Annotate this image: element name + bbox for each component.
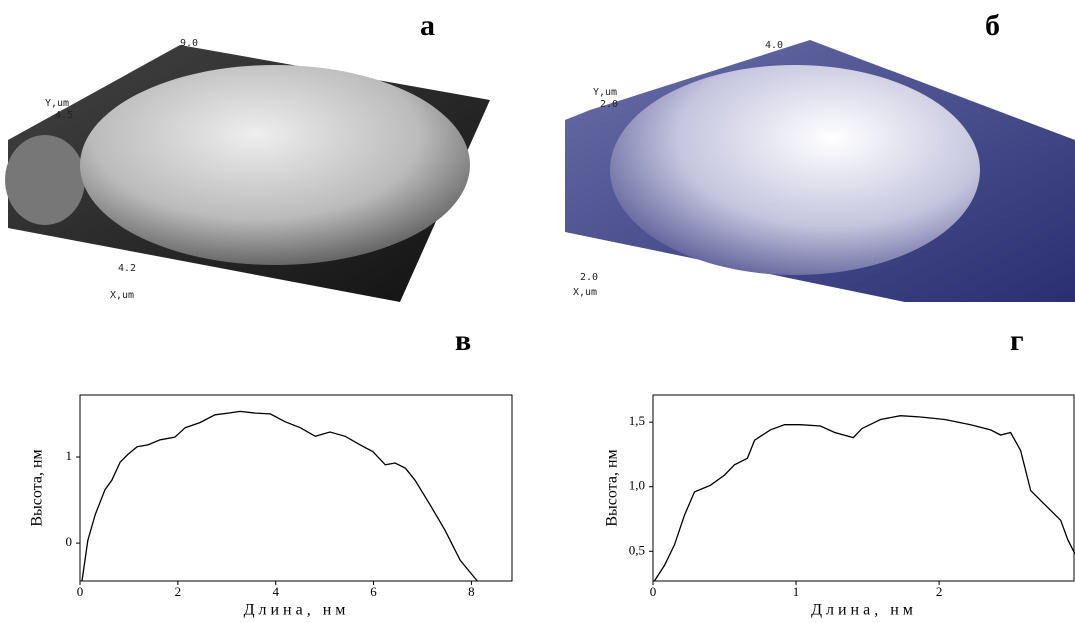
x-tick-label: 1 [793,584,800,599]
panel-label: а [420,9,435,42]
plot-frame [652,394,1075,582]
axis-value: 2.0 [600,99,618,110]
x-axis-label: Длина, нм [811,602,917,619]
y-tick-label: 1,5 [629,413,645,428]
axis-value: 4.2 [118,263,136,274]
panel-label: б [985,9,1000,42]
afm-image-b [565,40,1075,302]
y-tick-label: 1,0 [629,478,645,493]
panel-label: в [455,324,471,357]
y-tick-label: 0 [66,534,73,549]
axis-value: 4.5 [55,110,73,121]
axis-name: X,um [573,287,597,298]
x-tick-label: 2 [175,584,182,599]
y-axis-label: Высота, нм [29,449,46,526]
panel-label: г [1010,324,1024,357]
y-tick-label: 1 [66,448,73,463]
axis-name: Y,um [593,87,617,98]
axis-value: 9.0 [180,38,198,49]
axis-name: Y,um [45,98,69,109]
x-tick-label: 6 [370,584,377,599]
data-line [81,410,478,582]
axis-name: X,um [110,290,134,301]
axis-value: 2.0 [580,272,598,283]
x-tick-label: 0 [77,584,84,599]
x-tick-label: 4 [272,584,279,599]
x-tick-label: 8 [468,584,475,599]
data-line [653,415,1075,582]
x-axis-label: Длина, нм [244,602,350,619]
y-tick-label: 0,5 [629,542,645,557]
y-axis-label: Высота, нм [604,449,621,526]
x-tick-label: 2 [936,584,943,599]
x-tick-label: 0 [650,584,657,599]
afm-image-a [5,45,490,302]
plot-frame [79,394,513,582]
axis-value: 4.0 [765,40,783,51]
